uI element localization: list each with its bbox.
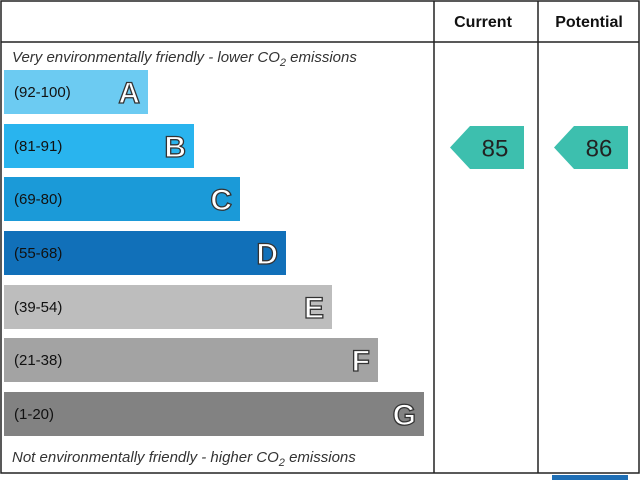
score-value: 86	[586, 136, 613, 163]
band-range: (69-80)	[14, 191, 62, 208]
header-current: Current	[454, 14, 512, 31]
band-bar	[4, 392, 424, 436]
band-range: (39-54)	[14, 299, 62, 316]
note-text: Very environmentally friendly - lower CO	[12, 49, 280, 66]
band-letter: C	[210, 184, 232, 217]
band-letter: A	[118, 77, 140, 110]
band-bar	[4, 177, 240, 221]
band-letter: E	[304, 292, 324, 325]
score-arrow	[450, 126, 524, 169]
note-sub: 2	[278, 457, 285, 469]
band-range: (21-38)	[14, 352, 62, 369]
band-bar	[4, 285, 332, 329]
score-value: 85	[482, 136, 509, 163]
bottom-note: Not environmentally friendly - higher CO…	[12, 449, 356, 469]
band-letter: B	[164, 131, 186, 164]
band-range: (55-68)	[14, 245, 62, 262]
decor	[552, 475, 628, 480]
band-bar	[4, 70, 148, 114]
band-bar	[4, 124, 194, 168]
band-bar	[4, 338, 378, 382]
header-potential: Potential	[555, 14, 623, 31]
band-range: (92-100)	[14, 84, 71, 101]
band-range: (1-20)	[14, 406, 54, 423]
score-arrow	[554, 126, 628, 169]
top-note: Very environmentally friendly - lower CO…	[12, 49, 357, 69]
band-bar	[4, 231, 286, 275]
note-text: emissions	[285, 449, 356, 466]
note-text: Not environmentally friendly - higher CO	[12, 449, 279, 466]
band-letter: D	[256, 238, 278, 271]
band-range: (81-91)	[14, 138, 62, 155]
band-letter: G	[393, 399, 416, 432]
band-letter: F	[352, 345, 370, 378]
note-sub: 2	[279, 57, 286, 69]
note-text: emissions	[286, 49, 357, 66]
